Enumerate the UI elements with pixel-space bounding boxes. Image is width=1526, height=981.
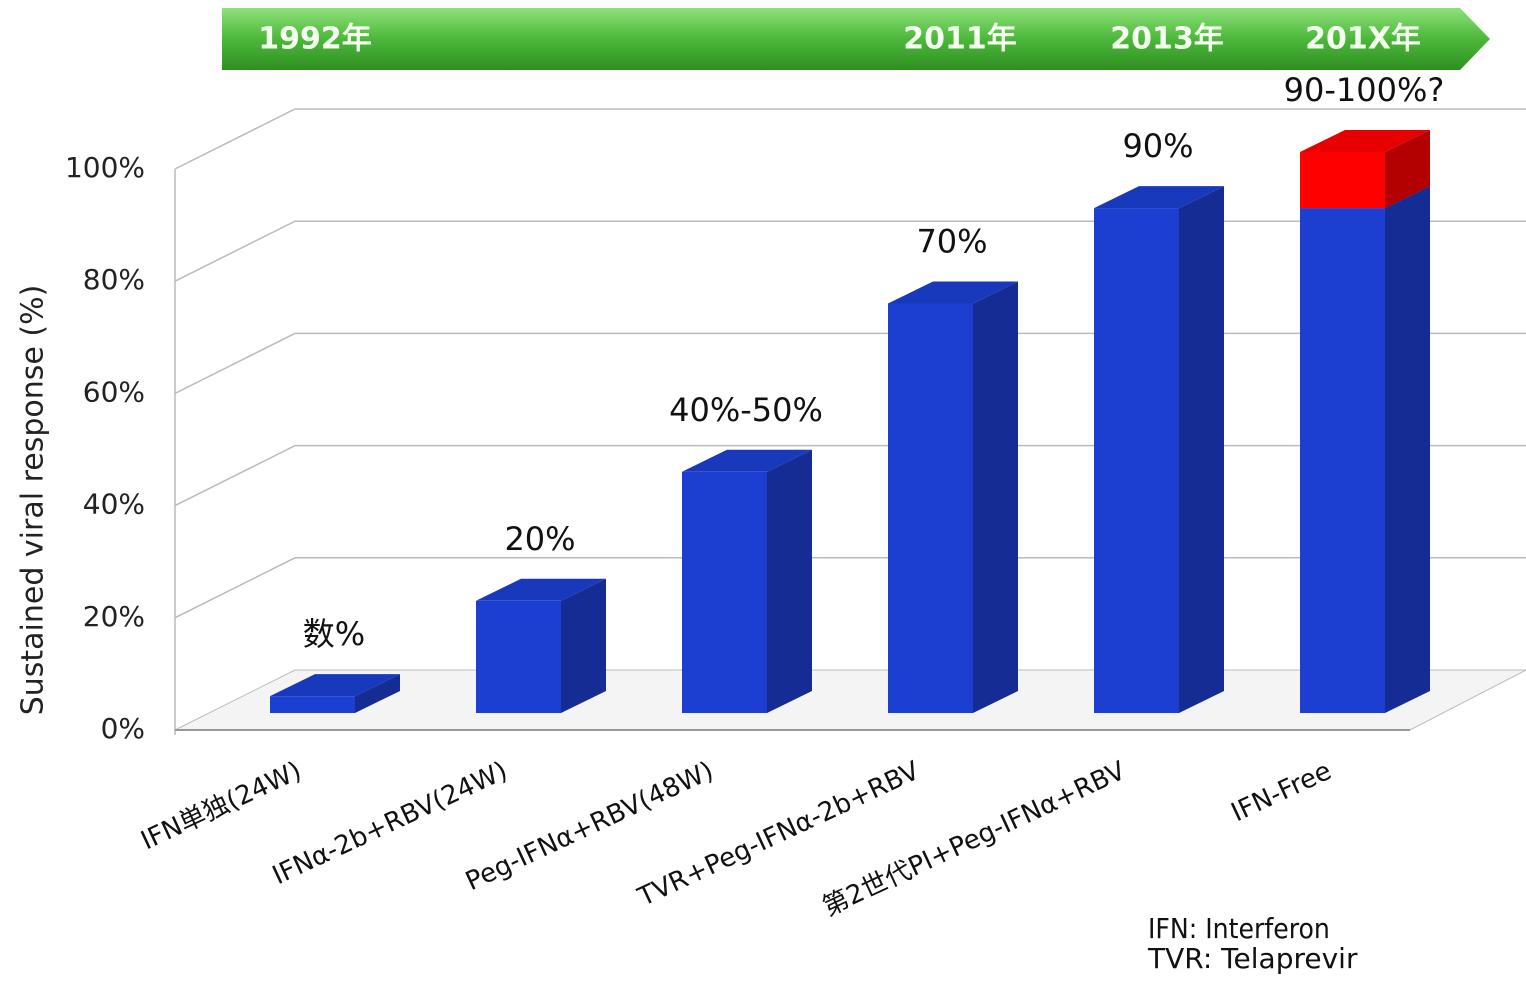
y-axis-label: Sustained viral response (%) <box>16 285 51 716</box>
annotation: 70% <box>916 222 987 260</box>
bar-front <box>888 303 973 713</box>
bar-top <box>1300 130 1430 152</box>
x-tick-label: IFN-Free <box>1227 756 1336 828</box>
bar-top <box>888 281 1018 304</box>
timeline-year: 2011年 <box>903 22 1017 57</box>
bar-side <box>973 281 1018 713</box>
bar-front <box>476 600 561 713</box>
bar-side <box>1179 186 1224 714</box>
timeline-year: 2013年 <box>1110 22 1224 57</box>
y-tick-label: 60% <box>83 375 145 408</box>
bar-front <box>270 696 355 713</box>
bar-front <box>1300 208 1385 713</box>
y-tick-label: 40% <box>83 488 145 521</box>
bar-top <box>270 674 400 697</box>
bar-side <box>355 674 400 713</box>
footnote: TVR: Telaprevir <box>1147 942 1358 975</box>
bar-top <box>1094 186 1224 209</box>
bar-front <box>1300 152 1385 209</box>
annotation: 20% <box>504 520 575 558</box>
annotation: 90% <box>1122 127 1193 165</box>
timeline-year: 201X年 <box>1305 22 1421 57</box>
annotation: 90-100%? <box>1284 71 1445 109</box>
timeline-arrow <box>222 8 1490 70</box>
y-tick-label: 100% <box>65 151 145 184</box>
footnote: IFN: Interferon <box>1148 912 1330 945</box>
bar-side <box>767 449 812 713</box>
timeline-year: 1992年 <box>258 22 372 57</box>
bar-top <box>682 449 812 472</box>
annotation: 40%-50% <box>669 391 823 429</box>
bar-side <box>1385 186 1430 714</box>
y-tick-label: 80% <box>83 263 145 296</box>
annotation: 数% <box>303 615 365 653</box>
y-tick-label: 0% <box>101 712 145 745</box>
y-tick-label: 20% <box>83 600 145 633</box>
grid-line <box>174 108 1526 170</box>
bar-top <box>476 578 606 601</box>
bar-side <box>1385 130 1430 209</box>
bar-front <box>1094 208 1179 713</box>
bar-front <box>682 471 767 713</box>
bar-side <box>561 578 606 713</box>
x-tick-label: IFN単独(24W) <box>137 756 307 856</box>
